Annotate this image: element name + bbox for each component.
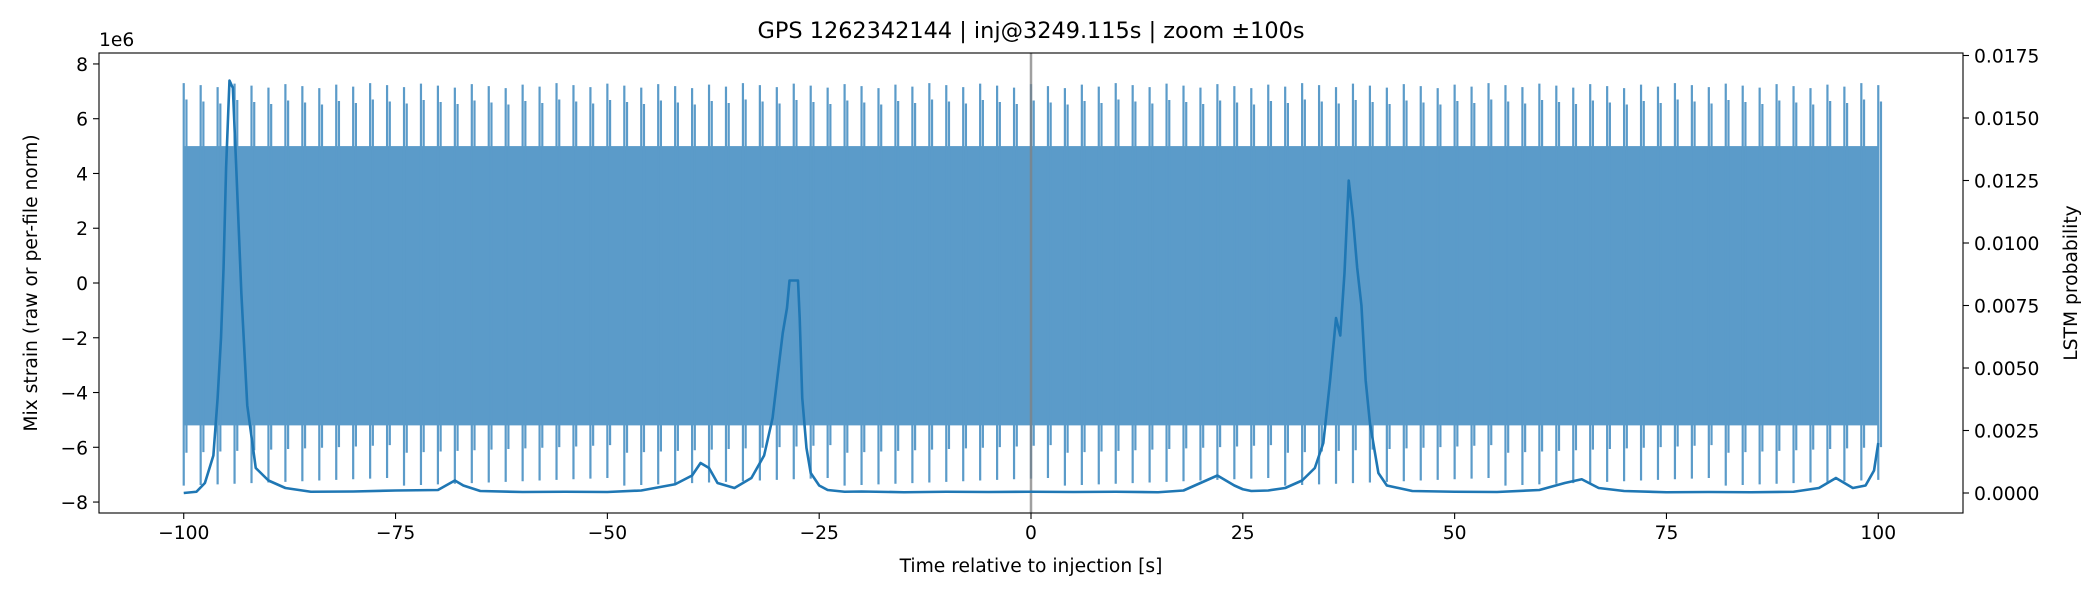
y-right-tick-label: 0.0100 [1974,234,2039,255]
y-left-tick-label: 6 [76,110,88,131]
x-axis: −100 −75 −50 −25 0 25 50 75 100 [158,513,1896,544]
y-right-tick-label: 0.0075 [1974,297,2039,318]
y-left-tick-label: 8 [76,55,88,76]
x-tick-label: −25 [799,523,838,544]
x-tick-label: −100 [158,523,209,544]
lstm-layer [183,79,1880,495]
y-left-tick-label: 2 [76,219,88,240]
y-left-tick-label: 0 [76,274,88,295]
x-tick-label: 50 [1443,523,1467,544]
y-right-tick-label: 0.0000 [1974,484,2039,505]
y-right-tick-label: 0.0050 [1974,359,2039,380]
y-right-tick-label: 0.0150 [1974,109,2039,130]
y-axis-right-label: LSTM probability [2061,205,2082,360]
y-right-tick-label: 0.0175 [1974,47,2039,68]
left-axis-offset-label: 1e6 [99,30,134,51]
y-axis-left: −8 −6 −4 −2 0 2 4 6 8 [60,55,99,514]
x-tick-label: 25 [1231,523,1255,544]
y-left-tick-label: −6 [60,438,88,459]
y-left-tick-label: 4 [76,164,88,185]
x-tick-label: −75 [376,523,415,544]
x-tick-label: −50 [588,523,627,544]
y-axis-right: 0.0000 0.0025 0.0050 0.0075 0.0100 0.0125 0.01… [1963,47,2039,505]
lstm-probability-line [183,79,1880,495]
strain-line [182,83,1883,486]
x-axis-label: Time relative to injection [s] [899,556,1163,577]
x-tick-label: 75 [1655,523,1679,544]
x-tick-label: 100 [1860,523,1896,544]
x-tick-label: 0 [1025,523,1037,544]
y-right-tick-label: 0.0125 [1974,172,2039,193]
y-axis-left-label: Mix strain (raw or per-file norm) [21,134,42,431]
y-right-tick-label: 0.0025 [1974,422,2039,443]
chart-title: GPS 1262342144 | inj@3249.115s | zoom ±1… [758,18,1305,44]
y-left-tick-label: −4 [60,384,88,405]
y-left-tick-label: −2 [60,329,88,350]
y-left-tick-label: −8 [60,493,88,514]
